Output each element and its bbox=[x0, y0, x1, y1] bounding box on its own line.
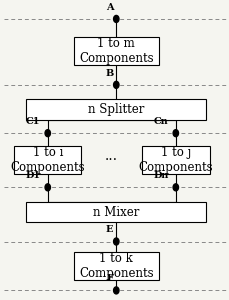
Circle shape bbox=[172, 184, 178, 191]
FancyBboxPatch shape bbox=[73, 252, 158, 280]
Text: 1 to m
Components: 1 to m Components bbox=[79, 37, 153, 65]
FancyBboxPatch shape bbox=[26, 202, 205, 223]
Circle shape bbox=[113, 287, 118, 294]
Text: Dn: Dn bbox=[153, 171, 168, 180]
Text: ···: ··· bbox=[105, 153, 118, 167]
Circle shape bbox=[113, 81, 118, 88]
Text: C1: C1 bbox=[26, 117, 40, 126]
Circle shape bbox=[45, 130, 50, 137]
FancyBboxPatch shape bbox=[73, 37, 158, 65]
Circle shape bbox=[113, 15, 118, 22]
Text: n Mixer: n Mixer bbox=[93, 206, 139, 219]
FancyBboxPatch shape bbox=[142, 146, 209, 174]
Text: n Splitter: n Splitter bbox=[88, 103, 144, 116]
Text: 1 to j
Components: 1 to j Components bbox=[138, 146, 212, 174]
Text: A: A bbox=[105, 3, 113, 12]
Text: B: B bbox=[105, 68, 113, 77]
FancyBboxPatch shape bbox=[26, 100, 205, 120]
Circle shape bbox=[45, 184, 50, 191]
Circle shape bbox=[113, 238, 118, 245]
Text: 1 to i
Components: 1 to i Components bbox=[10, 146, 85, 174]
Text: Cn: Cn bbox=[153, 117, 168, 126]
Text: 1 to k
Components: 1 to k Components bbox=[79, 252, 153, 280]
Text: E: E bbox=[105, 225, 113, 234]
Circle shape bbox=[172, 130, 178, 137]
Text: D1: D1 bbox=[26, 171, 41, 180]
Text: F: F bbox=[106, 274, 112, 283]
FancyBboxPatch shape bbox=[14, 146, 81, 174]
